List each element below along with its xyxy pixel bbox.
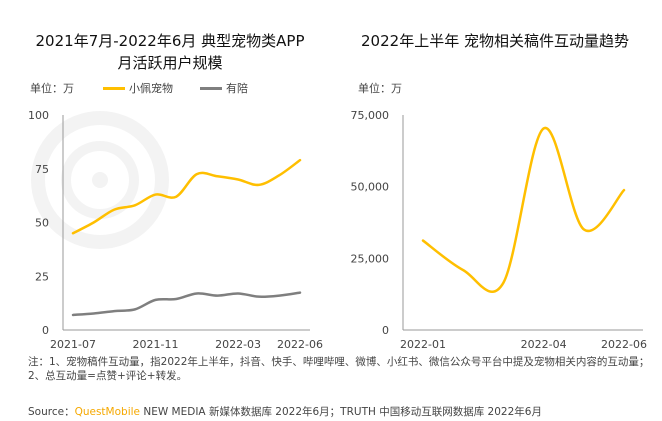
chart0-x-tick-label: 2021-11 <box>133 338 179 351</box>
chart1-series-0-line <box>421 127 626 293</box>
source-label: Source： <box>28 406 75 418</box>
chart0-x-tick-label: 2022-03 <box>215 338 261 351</box>
chart0-y-tick-label: 100 <box>28 109 49 122</box>
watermark-ring <box>31 111 169 249</box>
legend-item-1: 有陪 <box>200 80 248 96</box>
right-chart-title: 2022年上半年 宠物相关稿件互动量趋势 <box>361 32 629 50</box>
chart0-y-tick-label: 50 <box>35 217 49 230</box>
source-line: Source：QuestMobile NEW MEDIA 新媒体数据库 2022… <box>28 404 542 419</box>
chart1-y-tick-label: 75,000 <box>351 109 390 122</box>
chart1-x-tick-label: 2022-06 <box>601 338 647 351</box>
chart0-y-tick-label: 0 <box>42 324 49 337</box>
legend-swatch <box>103 86 125 90</box>
chart1-x-tick-label: 2022-04 <box>521 338 567 351</box>
left-title-line2: 月活跃用户规模 <box>117 54 223 72</box>
chart1-y-tick-label: 50,000 <box>351 181 390 194</box>
legend-swatch <box>200 86 222 90</box>
chart0-y-tick-label: 25 <box>35 270 49 283</box>
left-title-line1: 2021年7月-2022年6月 典型宠物类APP <box>35 32 305 50</box>
chart0-series-1-line <box>71 291 302 317</box>
chart1-y-tick-label: 0 <box>382 324 389 337</box>
legend-item-0: 小佩宠物 <box>103 80 173 96</box>
left-unit-label: 单位：万 <box>30 82 74 95</box>
right-unit-label: 单位：万 <box>358 82 402 95</box>
legend-label: 小佩宠物 <box>129 82 173 95</box>
chart0-x-tick-label: 2021-07 <box>50 338 96 351</box>
watermark-inner-ring <box>61 141 139 219</box>
chart1-x-tick-label: 2022-01 <box>400 338 446 351</box>
chart0-y-tick-label: 75 <box>35 163 49 176</box>
chart0-series-0-line <box>71 158 302 235</box>
watermark-dot <box>92 172 108 188</box>
source-brand: QuestMobile <box>74 406 140 418</box>
chart0-x-tick-label: 2022-06 <box>277 338 323 351</box>
source-text: NEW MEDIA 新媒体数据库 2022年6月；TRUTH 中国移动互联网数据… <box>140 406 542 418</box>
legend-label: 有陪 <box>226 82 248 95</box>
chart1-y-tick-label: 25,000 <box>351 252 390 265</box>
left-chart-title: 2021年7月-2022年6月 典型宠物类APP 月活跃用户规模 <box>5 30 335 74</box>
footnote: 注：1、宠物稿件互动量，指2022年上半年，抖音、快手、哔哩哔哩、微博、小红书、… <box>28 356 650 382</box>
